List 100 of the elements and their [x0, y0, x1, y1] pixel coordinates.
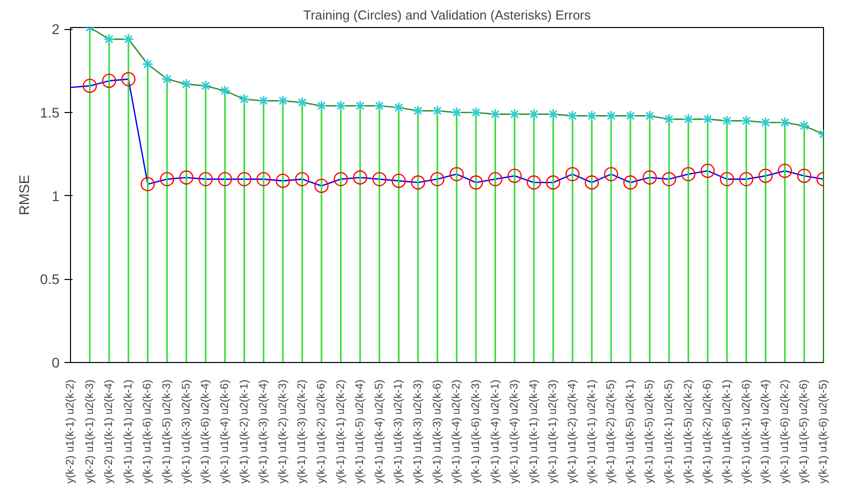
- x-tick-label: y(k-1) u1(k-2) u2(k-6): [702, 380, 714, 484]
- x-tick-label: y(k-1) u1(k-3) u2(k-5): [180, 380, 192, 484]
- point: [623, 175, 638, 190]
- point: [740, 115, 752, 127]
- x-tick-label: y(k-1) u1(k-2) u2(k-1): [238, 380, 250, 484]
- x-tick-label: y(k-1) u1(k-1) u2(k-5): [663, 380, 676, 484]
- x-tick-label: y(k-1) u1(k-4) u2(k-6): [218, 380, 231, 484]
- point: [295, 172, 310, 186]
- point: [681, 167, 696, 182]
- point: [82, 78, 97, 93]
- x-tick-label: y(k-1) u1(k-6) u2(k-4): [200, 380, 212, 484]
- point: [412, 105, 424, 117]
- y-tick-label: 0: [52, 354, 60, 370]
- y-tick-label: 1: [52, 188, 60, 204]
- point: [103, 33, 115, 45]
- point: [468, 175, 484, 190]
- x-tick-label: y(k-1) u1(k-1) u2(k-3): [547, 380, 560, 484]
- point: [392, 102, 404, 114]
- x-tick-label: y(k-1) u1(k-3) u2(k-3): [412, 380, 424, 484]
- point: [450, 106, 462, 118]
- x-tick-label: y(k-1) u1(k-3) u2(k-4): [258, 380, 270, 484]
- point: [142, 58, 154, 70]
- point: [778, 164, 792, 178]
- x-tick-label: y(k-1) u1(k-2) u2(k-3): [276, 380, 289, 484]
- point: [276, 174, 290, 188]
- x-tick-label: y(k-1) u1(k-6) u2(k-5): [818, 380, 830, 484]
- x-tick-label: y(k-1) u1(k-1) u2(k-1): [122, 380, 134, 484]
- x-tick-label: y(k-1) u1(k-3) u2(k-1): [392, 380, 405, 484]
- point: [758, 168, 773, 183]
- y-tick-label: 0.5: [40, 271, 60, 288]
- x-tick-label: y(k-2) u1(k-1) u2(k-2): [64, 380, 76, 484]
- point: [566, 110, 578, 122]
- point: [490, 108, 502, 120]
- point: [507, 168, 522, 183]
- x-tick-label: y(k-1) u1(k-5) u2(k-2): [682, 380, 694, 484]
- point: [238, 93, 250, 105]
- point: [663, 113, 675, 125]
- point: [200, 80, 212, 92]
- point: [528, 108, 540, 120]
- point: [218, 172, 232, 186]
- x-tick-label: y(k-1) u1(k-2) u2(k-4): [566, 380, 578, 484]
- point: [662, 172, 676, 186]
- x-tick-label: y(k-1) u1(k-5) u2(k-4): [354, 380, 366, 484]
- y-tick-label: 2: [52, 21, 60, 38]
- point: [797, 168, 812, 183]
- point: [488, 172, 502, 186]
- point: [642, 170, 657, 185]
- point: [256, 172, 271, 186]
- point: [450, 167, 464, 182]
- point: [546, 175, 560, 190]
- x-tick-label: y(k-1) u1(k-6) u2(k-2): [778, 380, 791, 484]
- x-tick-label: y(k-1) u1(k-1) u2(k-6): [740, 380, 752, 484]
- x-tick-label: y(k-1) u1(k-3) u2(k-6): [431, 380, 444, 484]
- point: [739, 172, 754, 186]
- x-tick-label: y(k-1) u1(k-1) u2(k-1): [586, 380, 598, 484]
- point: [160, 172, 174, 186]
- point: [374, 100, 386, 112]
- x-tick-label: y(k-1) u1(k-1) u2(k-2): [334, 380, 347, 484]
- x-tick-label: y(k-1) u1(k-5) u2(k-1): [624, 380, 636, 484]
- x-tick-label: y(k-1) u1(k-2) u2(k-5): [605, 380, 618, 484]
- point: [700, 164, 715, 178]
- point: [584, 175, 599, 190]
- point: [121, 72, 136, 86]
- point: [140, 177, 155, 192]
- point: [547, 108, 559, 120]
- point: [219, 85, 231, 97]
- point: [430, 172, 444, 186]
- point: [798, 120, 810, 132]
- point: [122, 33, 134, 45]
- x-tick-label: y(k-1) u1(k-1) u2(k-4): [528, 380, 540, 484]
- x-tick-label: y(k-1) u1(k-4) u2(k-5): [373, 380, 386, 484]
- point: [470, 106, 482, 118]
- point: [526, 175, 541, 190]
- x-tick-label: y(k-1) u1(k-6) u2(k-3): [470, 380, 482, 484]
- point: [760, 116, 772, 128]
- x-tick-label: y(k-1) u1(k-6) u2(k-6): [142, 380, 154, 484]
- x-tick-label: y(k-1) u1(k-5) u2(k-3): [161, 380, 174, 484]
- point: [179, 170, 194, 185]
- point: [432, 105, 444, 117]
- point: [605, 110, 617, 122]
- point: [721, 115, 733, 127]
- point: [354, 100, 366, 112]
- point: [779, 116, 791, 128]
- point: [334, 172, 348, 186]
- point: [180, 78, 192, 90]
- point: [410, 175, 426, 190]
- point: [314, 178, 329, 193]
- point: [586, 110, 598, 122]
- point: [372, 172, 387, 186]
- x-tick-label: y(k-1) u1(k-2) u2(k-6): [316, 380, 328, 484]
- point: [258, 95, 270, 107]
- y-tick-label: 1.5: [40, 104, 60, 120]
- point: [565, 167, 580, 182]
- point: [624, 110, 636, 122]
- point: [720, 172, 734, 186]
- y-axis-title: RMSE: [16, 174, 32, 216]
- point: [102, 74, 116, 88]
- point: [508, 108, 520, 120]
- point: [198, 172, 213, 186]
- x-tick-label: y(k-1) u1(k-6) u2(k-1): [720, 380, 733, 484]
